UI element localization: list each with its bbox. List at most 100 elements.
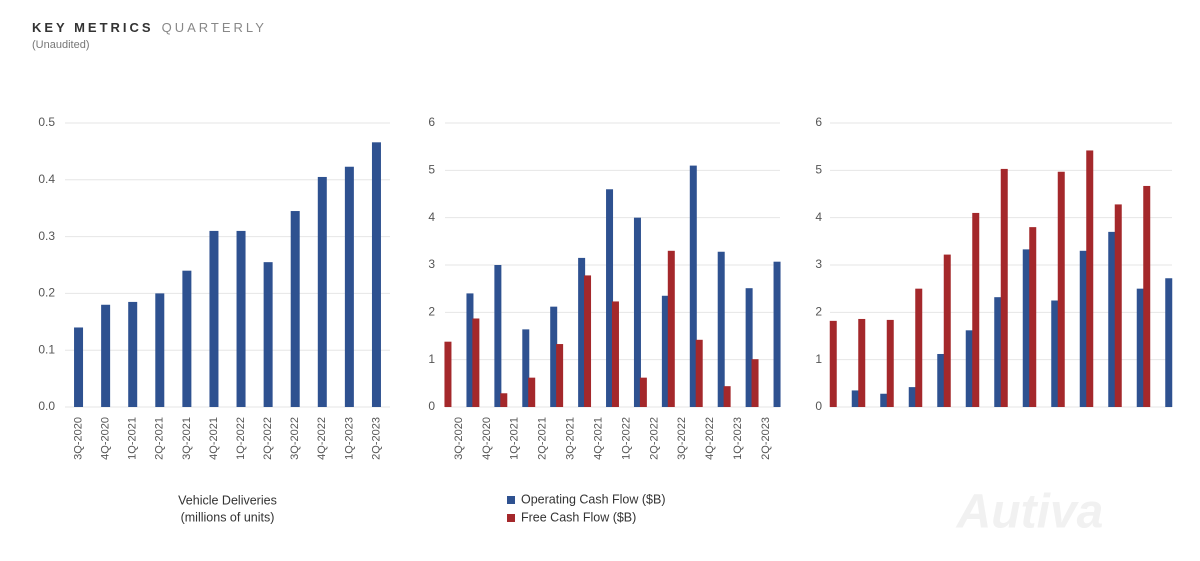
bar xyxy=(344,166,354,407)
x-tick-label: 2Q-2023 xyxy=(760,417,772,460)
y-tick-label: 4 xyxy=(815,210,822,224)
x-tick-label: 4Q-2020 xyxy=(481,417,493,460)
legend-label: Operating Cash Flow ($B) xyxy=(521,492,666,506)
bar xyxy=(494,265,502,407)
x-tick-label: 4Q-2022 xyxy=(316,417,328,460)
x-tick-label: 1Q-2021 xyxy=(127,417,139,460)
x-tick-label: 1Q-2022 xyxy=(235,417,247,460)
legend-swatch xyxy=(507,496,515,504)
bar xyxy=(550,306,558,407)
y-tick-label: 1 xyxy=(815,352,822,366)
bar xyxy=(263,262,273,407)
bar xyxy=(155,293,165,407)
x-tick-label: 1Q-2022 xyxy=(620,417,632,460)
y-tick-label: 4 xyxy=(428,210,435,224)
y-tick-label: 6 xyxy=(815,115,822,129)
x-tick-label: 4Q-2022 xyxy=(704,417,716,460)
bar xyxy=(773,261,781,407)
bar xyxy=(667,250,675,407)
x-axis-label: (millions of units) xyxy=(181,510,275,524)
bar xyxy=(74,327,84,407)
page-title: KEY METRICS QUARTERLY xyxy=(32,20,267,35)
bar xyxy=(236,230,246,407)
x-tick-label: 3Q-2020 xyxy=(453,417,465,460)
x-tick-label: 2Q-2023 xyxy=(370,417,382,460)
x-tick-label: 2Q-2021 xyxy=(537,417,549,460)
bar xyxy=(1051,300,1059,407)
y-tick-label: 0 xyxy=(428,399,435,413)
bar xyxy=(723,386,731,407)
y-tick-label: 5 xyxy=(815,163,822,177)
bar xyxy=(290,211,300,407)
bar xyxy=(317,176,327,407)
y-tick-label: 0 xyxy=(815,399,822,413)
x-tick-label: 2Q-2021 xyxy=(154,417,166,460)
bar xyxy=(466,293,474,407)
x-tick-label: 4Q-2021 xyxy=(592,417,604,460)
y-tick-label: 0.2 xyxy=(38,286,55,300)
bar xyxy=(639,377,647,407)
bar xyxy=(751,359,759,407)
bar xyxy=(695,339,703,407)
bar xyxy=(1079,250,1087,407)
watermark: Autiva xyxy=(956,486,1104,539)
x-tick-label: 4Q-2020 xyxy=(100,417,112,460)
x-tick-label: 3Q-2021 xyxy=(181,417,193,460)
bar xyxy=(1086,150,1094,407)
bar xyxy=(182,270,192,407)
bar xyxy=(371,142,381,407)
bar xyxy=(851,390,859,407)
bar xyxy=(522,329,530,407)
bar xyxy=(829,320,837,407)
title-suffix: QUARTERLY xyxy=(162,20,267,35)
bar xyxy=(444,341,452,407)
bar xyxy=(661,295,669,407)
bar xyxy=(972,212,980,407)
bar xyxy=(528,377,536,407)
bar xyxy=(500,393,508,407)
bar xyxy=(1136,288,1144,407)
bar xyxy=(128,301,138,407)
bar xyxy=(1114,204,1122,407)
y-tick-label: 2 xyxy=(428,305,435,319)
y-tick-label: 1 xyxy=(428,352,435,366)
bar xyxy=(965,330,973,407)
x-tick-label: 2Q-2022 xyxy=(648,417,660,460)
bar xyxy=(915,288,923,407)
x-tick-label: 2Q-2022 xyxy=(262,417,274,460)
bar xyxy=(1029,227,1037,407)
x-tick-label: 3Q-2022 xyxy=(289,417,301,460)
y-tick-label: 0.4 xyxy=(38,172,55,186)
bar xyxy=(937,353,945,407)
bar xyxy=(578,257,586,407)
bar xyxy=(584,275,592,407)
x-tick-label: 1Q-2021 xyxy=(509,417,521,460)
y-tick-label: 5 xyxy=(428,163,435,177)
bar xyxy=(556,344,564,407)
x-tick-label: 3Q-2022 xyxy=(676,417,688,460)
title-main: KEY METRICS xyxy=(32,20,154,35)
y-tick-label: 0.5 xyxy=(38,115,55,129)
x-axis-label: Vehicle Deliveries xyxy=(178,493,277,507)
y-tick-label: 3 xyxy=(428,257,435,271)
x-tick-label: 4Q-2021 xyxy=(208,417,220,460)
bar xyxy=(886,319,894,407)
bar xyxy=(633,217,641,407)
y-tick-label: 0.3 xyxy=(38,229,55,243)
x-tick-label: 1Q-2023 xyxy=(343,417,355,460)
bar xyxy=(472,318,480,407)
x-tick-label: 3Q-2021 xyxy=(565,417,577,460)
bar xyxy=(994,297,1002,407)
bar xyxy=(1057,171,1065,407)
bar xyxy=(1165,278,1173,407)
y-tick-label: 3 xyxy=(815,257,822,271)
bar xyxy=(1108,231,1116,407)
bar xyxy=(717,251,725,407)
bar xyxy=(1143,185,1151,407)
bar xyxy=(209,230,219,407)
bar xyxy=(101,304,111,407)
page-note: (Unaudited) xyxy=(32,39,89,51)
bar xyxy=(880,393,888,407)
y-tick-label: 0.0 xyxy=(38,399,55,413)
